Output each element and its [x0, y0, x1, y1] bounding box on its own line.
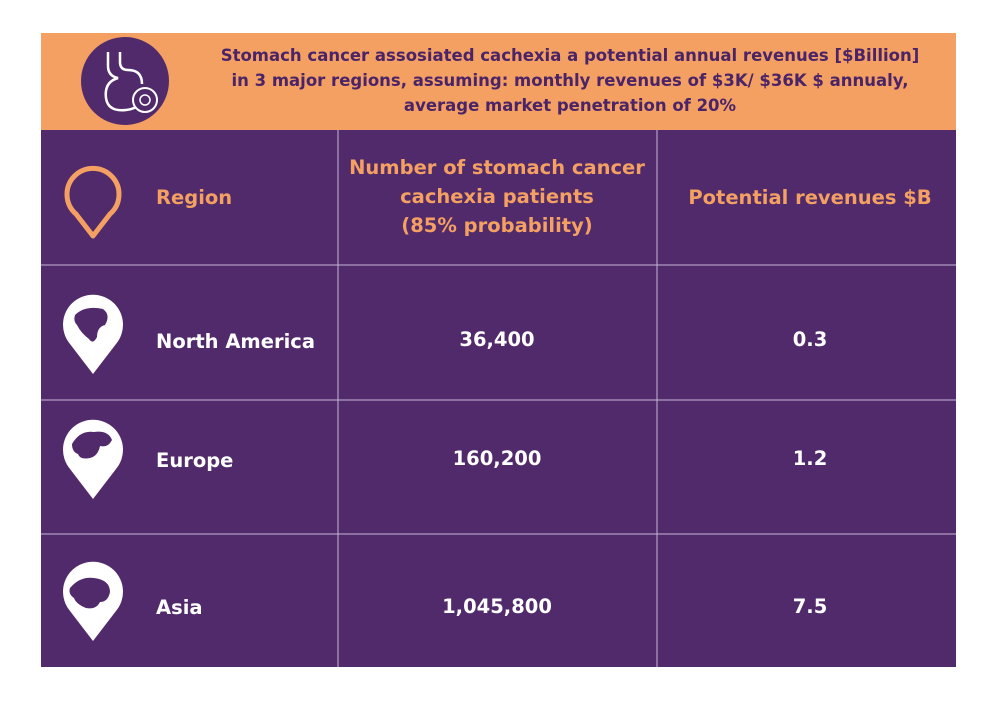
patients-cell: 160,200 — [452, 447, 542, 470]
patients-cell: 36,400 — [459, 328, 535, 351]
column-header: Potential revenues $B — [688, 186, 932, 209]
title-banner — [41, 33, 956, 130]
table-body — [41, 130, 956, 667]
location-pin-icon — [64, 165, 122, 239]
table-grid — [41, 130, 956, 667]
region-name: North America — [156, 330, 315, 353]
column-header: (85% probability) — [401, 214, 593, 237]
region-name: Europe — [156, 449, 234, 472]
patients-cell: 1,045,800 — [442, 595, 552, 618]
title-line: Stomach cancer assosiated cachexia a pot… — [220, 46, 920, 65]
region-name: Asia — [156, 596, 203, 619]
column-header: cachexia patients — [400, 185, 594, 208]
column-header: Region — [156, 186, 233, 209]
title-line: in 3 major regions, assuming: monthly re… — [231, 71, 909, 90]
title-line: average market penetration of 20% — [403, 96, 737, 115]
revenue-cell: 1.2 — [792, 447, 828, 470]
stomach-icon — [81, 37, 169, 125]
revenue-cell: 0.3 — [792, 328, 828, 351]
region-maps — [69, 307, 112, 609]
revenue-cell: 7.5 — [792, 595, 828, 618]
column-header: Number of stomach cancer — [349, 156, 645, 179]
